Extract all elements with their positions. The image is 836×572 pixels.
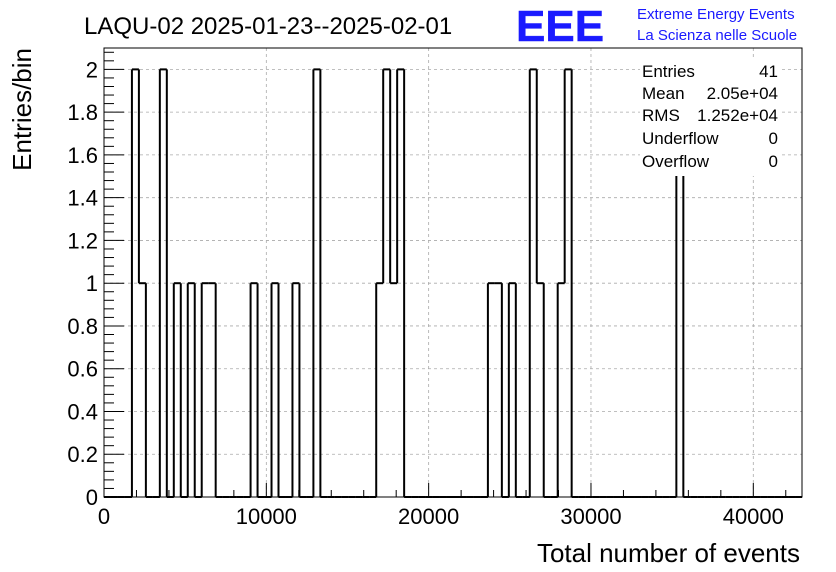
y-tick-label: 1.4 bbox=[67, 186, 98, 211]
x-axis-label: Total number of events bbox=[537, 538, 800, 568]
stats-mean-label: Mean bbox=[642, 84, 685, 103]
x-axis-tick-labels: 0 10000 20000 30000 40000 bbox=[98, 504, 784, 529]
y-axis-ticks bbox=[104, 51, 124, 498]
y-axis-tick-labels: 0 0.2 0.4 0.6 0.8 1 1.2 1.4 1.6 1.8 2 bbox=[67, 57, 98, 510]
x-axis-ticks bbox=[103, 483, 787, 497]
stats-overflow-value: 0 bbox=[769, 152, 778, 171]
stats-overflow-label: Overflow bbox=[642, 152, 710, 171]
stats-entries-value: 41 bbox=[759, 62, 778, 81]
x-tick-label: 40000 bbox=[723, 504, 784, 529]
y-tick-label: 1.6 bbox=[67, 143, 98, 168]
y-tick-label: 0.6 bbox=[67, 357, 98, 382]
y-tick-label: 0.8 bbox=[67, 314, 98, 339]
stats-rms-label: RMS bbox=[642, 106, 680, 125]
y-tick-label: 0.4 bbox=[67, 399, 98, 424]
plot-frame bbox=[103, 47, 803, 498]
stats-rms-value: 1.252e+04 bbox=[697, 106, 778, 125]
x-tick-label: 10000 bbox=[236, 504, 297, 529]
stats-box-background bbox=[640, 58, 780, 176]
y-axis-label: Entries/bin bbox=[7, 48, 37, 171]
eee-logo-line1: Extreme Energy Events bbox=[637, 6, 795, 23]
stats-mean-value: 2.05e+04 bbox=[707, 84, 778, 103]
grid-lines bbox=[104, 48, 802, 497]
y-tick-label: 1 bbox=[86, 271, 98, 296]
y-tick-label: 0.2 bbox=[67, 442, 98, 467]
eee-logo-line2: La Scienza nelle Scuole bbox=[637, 27, 797, 44]
stats-underflow-label: Underflow bbox=[642, 129, 719, 148]
eee-logo-mark: EEE bbox=[516, 2, 604, 51]
eee-logo: EEE Extreme Energy Events La Scienza nel… bbox=[516, 2, 797, 52]
chart-title: LAQU-02 2025-01-23--2025-02-01 bbox=[84, 13, 452, 40]
y-tick-label: 0 bbox=[86, 485, 98, 510]
stats-entries-label: Entries bbox=[642, 62, 695, 81]
y-tick-label: 2 bbox=[86, 57, 98, 82]
x-tick-label: 20000 bbox=[398, 504, 459, 529]
x-tick-label: 30000 bbox=[560, 504, 621, 529]
x-tick-label: 0 bbox=[98, 504, 110, 529]
stats-box: Entries 41 Mean 2.05e+04 RMS 1.252e+04 U… bbox=[640, 58, 780, 176]
y-tick-label: 1.2 bbox=[67, 228, 98, 253]
stats-underflow-value: 0 bbox=[769, 129, 778, 148]
y-tick-label: 1.8 bbox=[67, 100, 98, 125]
